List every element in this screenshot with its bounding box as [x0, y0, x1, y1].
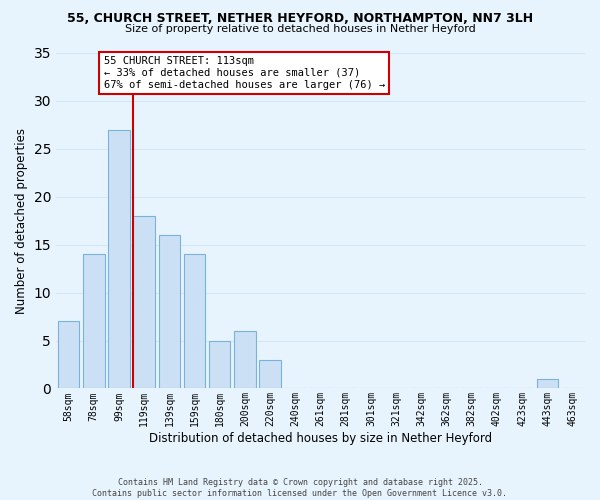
Bar [536, 379, 558, 388]
Bar [133, 216, 155, 388]
Text: Size of property relative to detached houses in Nether Heyford: Size of property relative to detached ho… [125, 24, 475, 34]
Bar [109, 130, 130, 388]
Bar [158, 235, 180, 388]
Text: Contains HM Land Registry data © Crown copyright and database right 2025.
Contai: Contains HM Land Registry data © Crown c… [92, 478, 508, 498]
Bar [58, 322, 79, 388]
X-axis label: Distribution of detached houses by size in Nether Heyford: Distribution of detached houses by size … [149, 432, 492, 445]
Text: 55, CHURCH STREET, NETHER HEYFORD, NORTHAMPTON, NN7 3LH: 55, CHURCH STREET, NETHER HEYFORD, NORTH… [67, 12, 533, 26]
Bar [83, 254, 104, 388]
Bar [209, 340, 230, 388]
Bar [259, 360, 281, 388]
Y-axis label: Number of detached properties: Number of detached properties [15, 128, 28, 314]
Text: 55 CHURCH STREET: 113sqm
← 33% of detached houses are smaller (37)
67% of semi-d: 55 CHURCH STREET: 113sqm ← 33% of detach… [104, 56, 385, 90]
Bar [234, 331, 256, 388]
Bar [184, 254, 205, 388]
